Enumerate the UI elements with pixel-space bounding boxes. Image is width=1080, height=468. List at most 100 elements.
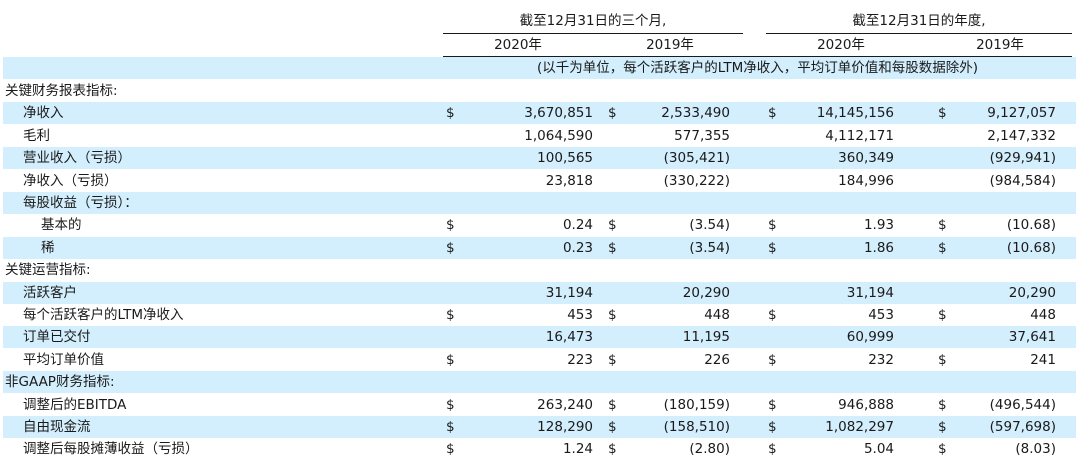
value-cell: (984,584) bbox=[989, 172, 1056, 189]
value-cell: 31,194 bbox=[545, 284, 593, 301]
value-cell: 263,240 bbox=[537, 396, 593, 413]
currency-symbol: $ bbox=[938, 396, 947, 413]
value-cell: 20,290 bbox=[682, 284, 730, 301]
value-cell: 0.23 bbox=[562, 239, 593, 256]
currency-symbol: $ bbox=[768, 239, 777, 256]
currency-symbol: $ bbox=[768, 217, 777, 234]
value-cell: (10.68) bbox=[1006, 239, 1056, 256]
row-label: 稀 bbox=[41, 239, 55, 256]
value-cell: (305,421) bbox=[663, 150, 730, 167]
table-row: 净收入 $3,670,851 $2,533,490 $14,145,156 $9,127… bbox=[3, 102, 1076, 125]
currency-symbol: $ bbox=[608, 441, 617, 458]
currency-symbol: $ bbox=[446, 239, 455, 256]
value-cell: 0.24 bbox=[562, 217, 593, 234]
value-cell: 2,147,332 bbox=[987, 127, 1056, 144]
value-cell: 1,064,590 bbox=[524, 127, 593, 144]
value-cell bbox=[926, 192, 1056, 214]
currency-symbol: $ bbox=[608, 105, 617, 122]
value-cell: 453 bbox=[868, 307, 894, 323]
value-cell: 16,473 bbox=[545, 329, 593, 346]
value-cell: 448 bbox=[704, 307, 730, 323]
value-cell: (496,544) bbox=[989, 396, 1056, 413]
value-cell: 9,127,057 bbox=[987, 105, 1056, 122]
value-cell: (3.54) bbox=[689, 217, 730, 234]
value-cell: 360,349 bbox=[838, 150, 894, 167]
value-cell: 241 bbox=[1030, 351, 1056, 368]
table-row: 活跃客户 31,194 20,290 31,194 20,290 bbox=[3, 281, 1076, 304]
row-label: 自由现金流 bbox=[23, 419, 91, 435]
currency-symbol: $ bbox=[446, 351, 455, 368]
table-row: 关键财务报表指标: bbox=[3, 80, 1076, 102]
value-cell bbox=[600, 371, 730, 393]
currency-symbol: $ bbox=[938, 239, 947, 256]
value-cell: 232 bbox=[868, 351, 894, 368]
row-label: 调整后的EBITDA bbox=[23, 396, 127, 413]
value-cell: (330,222) bbox=[663, 172, 730, 189]
table-row: 净收入（亏损） 23,818 (330,222) 184,996 (984,584) bbox=[3, 170, 1076, 192]
row-label: 净收入 bbox=[23, 105, 64, 122]
value-cell: 184,996 bbox=[838, 172, 894, 189]
value-cell bbox=[926, 259, 1056, 281]
row-label: 订单已交付 bbox=[23, 329, 91, 346]
row-label: 每个活跃客户的LTM净收入 bbox=[23, 307, 184, 323]
currency-symbol: $ bbox=[768, 307, 777, 323]
currency-symbol: $ bbox=[446, 105, 455, 122]
currency-symbol: $ bbox=[938, 441, 947, 458]
value-cell: 37,641 bbox=[1008, 329, 1056, 346]
value-cell: (3.54) bbox=[689, 239, 730, 256]
header-year-q2020: 2020年 bbox=[494, 37, 542, 53]
value-cell bbox=[463, 259, 593, 281]
value-cell bbox=[926, 371, 1056, 393]
currency-symbol: $ bbox=[768, 105, 777, 122]
value-cell: (10.68) bbox=[1006, 217, 1056, 234]
value-cell: 2,533,490 bbox=[661, 105, 730, 122]
section-heading: 关键运营指标: bbox=[5, 262, 91, 279]
value-cell: (180,159) bbox=[663, 396, 730, 413]
value-cell: 946,888 bbox=[838, 396, 894, 413]
value-cell: (2.80) bbox=[689, 441, 730, 458]
currency-symbol: $ bbox=[938, 217, 947, 234]
currency-symbol: $ bbox=[768, 351, 777, 368]
unit-note-row: (以千为单位，每个活跃客户的LTM净收入，平均订单价值和每股数据除外) bbox=[3, 57, 1076, 79]
table-row: 平均订单价值 $223 $226 $232 $241 bbox=[3, 349, 1076, 371]
currency-symbol: $ bbox=[446, 419, 455, 435]
value-cell: 223 bbox=[567, 351, 593, 368]
value-cell: 11,195 bbox=[682, 329, 730, 346]
header-three-months: 截至12月31日的三个月, bbox=[519, 13, 667, 29]
table-row: 毛利 1,064,590 577,355 4,112,171 2,147,332 bbox=[3, 125, 1076, 147]
currency-symbol: $ bbox=[938, 351, 947, 368]
currency-symbol: $ bbox=[608, 239, 617, 256]
value-cell bbox=[764, 80, 894, 102]
currency-symbol: $ bbox=[938, 419, 947, 435]
value-cell: (929,941) bbox=[989, 150, 1056, 167]
row-label: 平均订单价值 bbox=[23, 351, 104, 368]
row-label: 调整后每股摊薄收益（亏损） bbox=[23, 441, 199, 458]
currency-symbol: $ bbox=[768, 419, 777, 435]
value-cell: (8.03) bbox=[1015, 441, 1056, 458]
row-label: 基本的 bbox=[41, 217, 82, 234]
currency-symbol: $ bbox=[938, 105, 947, 122]
table-row: 基本的 $0.24 $ (3.54) $1.93 $ (10.68) bbox=[3, 214, 1076, 236]
value-cell: 3,670,851 bbox=[524, 105, 593, 122]
currency-symbol: $ bbox=[608, 217, 617, 234]
value-cell: 14,145,156 bbox=[816, 105, 894, 122]
table-row: 非GAAP财务指标: bbox=[3, 371, 1076, 394]
value-cell: 577,355 bbox=[674, 127, 730, 144]
value-cell: 453 bbox=[567, 307, 593, 323]
currency-symbol: $ bbox=[768, 396, 777, 413]
value-cell: 5.04 bbox=[863, 441, 894, 458]
table-row: 订单已交付 16,473 11,195 60,999 37,641 bbox=[3, 326, 1076, 349]
value-cell bbox=[463, 80, 593, 102]
currency-symbol: $ bbox=[608, 307, 617, 323]
header-rule-quarter bbox=[443, 33, 743, 34]
value-cell bbox=[764, 371, 894, 393]
value-cell bbox=[764, 192, 894, 214]
value-cell: (158,510) bbox=[663, 419, 730, 435]
table-row: 营业收入（亏损） 100,565 (305,421) 360,349 (929,941) bbox=[3, 147, 1076, 170]
value-cell: 226 bbox=[704, 351, 730, 368]
value-cell: 448 bbox=[1030, 307, 1056, 323]
value-cell bbox=[600, 80, 730, 102]
currency-symbol: $ bbox=[608, 396, 617, 413]
currency-symbol: $ bbox=[768, 441, 777, 458]
